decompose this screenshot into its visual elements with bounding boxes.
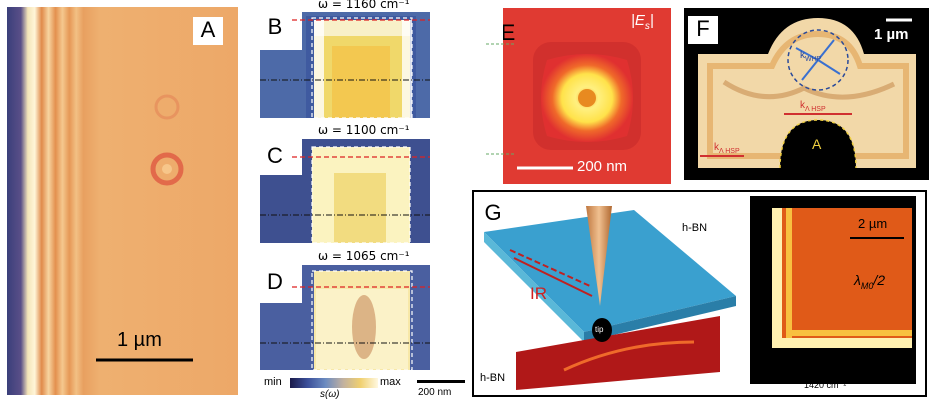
- panel-g-label: G: [478, 200, 508, 228]
- panel-b-omega: ω = 1160 cm⁻¹: [318, 0, 410, 11]
- colorbar-scale-bar: [417, 380, 465, 383]
- panel-c: C: [260, 139, 430, 243]
- panel-e-image: [503, 8, 671, 184]
- panel-g-lambda-sm0-sym: λ: [796, 358, 803, 374]
- panel-f-k-whp-k: k: [800, 50, 805, 61]
- panel-f-k-hsp-center-k: k: [800, 100, 805, 111]
- panel-g-lambda-sm0: λSM0/2: [796, 358, 833, 377]
- panel-d-label: D: [260, 269, 290, 297]
- panel-g-lambda-m0: λM0/2: [854, 272, 885, 291]
- panel-e-field-text: |Es|: [631, 12, 654, 32]
- panel-e-scale-text: 200 nm: [577, 158, 628, 175]
- panel-g-freq: 1420 cm⁻¹: [804, 380, 847, 390]
- panel-f-image: [684, 8, 929, 180]
- panel-e-field-end: |: [649, 12, 654, 29]
- panel-b: B: [260, 12, 430, 118]
- panel-g-lambda-m0-sub: M0: [860, 280, 874, 291]
- panel-g-inset-scale: 2 µm: [858, 216, 888, 231]
- panel-g-lambda-m0-end: /2: [873, 272, 886, 288]
- panel-g: G h-BN IR tip h-BN 2 µm λM0/2 λSM0/2 142…: [472, 190, 927, 397]
- colorbar-max: max: [380, 376, 401, 388]
- panel-g-lambda-m0-sym: λ: [854, 272, 861, 288]
- panel-f-k-whp-sub: WHP: [805, 56, 822, 63]
- panel-f-k-whp: kWHP: [800, 50, 821, 63]
- panel-f-k-hsp-center-sub: Λ HSP: [805, 106, 826, 113]
- panel-a-scale-text: 1 µm: [117, 329, 162, 351]
- panel-f-label: F: [688, 16, 718, 44]
- panel-e-field: |E: [631, 12, 645, 29]
- panel-c-label: C: [260, 143, 290, 171]
- panel-d: D: [260, 265, 430, 370]
- panel-g-image: [484, 196, 916, 390]
- panel-e-field-sub: s: [644, 21, 650, 32]
- panel-a-image: [7, 7, 238, 395]
- colorbar: min max s(ω) 200 nm: [262, 376, 472, 402]
- panel-g-lambda-sm0-sub: SM0: [802, 366, 822, 377]
- panel-d-omega: ω = 1065 cm⁻¹: [318, 249, 410, 263]
- panel-f: F 1 µm kWHP kΛ HSP kΛ HSP A: [684, 8, 929, 180]
- panel-a-label: A: [193, 17, 223, 45]
- panel-f-scale-text: 1 µm: [874, 26, 909, 43]
- panel-b-label: B: [260, 14, 290, 42]
- colorbar-quantity: s(ω): [320, 389, 340, 400]
- colorbar-scale-text: 200 nm: [418, 387, 452, 398]
- panel-g-layer: h-BN: [480, 372, 506, 384]
- panel-f-k-hsp-center: kΛ HSP: [800, 100, 826, 113]
- panel-c-image: [260, 139, 430, 243]
- panel-a: A 1 µm: [7, 7, 238, 395]
- panel-g-tip: tip: [595, 325, 604, 334]
- panel-c-omega: ω = 1100 cm⁻¹: [318, 123, 410, 137]
- panel-f-k-hsp-left: kΛ HSP: [714, 142, 740, 155]
- panel-g-lambda-sm0-end: /2: [821, 358, 834, 374]
- panel-e-guides: [486, 43, 514, 155]
- panel-f-k-hsp-left-k: k: [714, 142, 719, 153]
- panel-g-material: h-BN: [682, 222, 708, 234]
- panel-f-k-hsp-left-sub: Λ HSP: [719, 148, 740, 155]
- colorbar-min: min: [264, 376, 282, 388]
- panel-g-beam: IR: [530, 284, 547, 303]
- panel-e-label: E: [503, 20, 516, 45]
- colorbar-gradient: [290, 378, 378, 388]
- panel-e: E |Es| 200 nm: [503, 8, 671, 184]
- panel-f-region: A: [812, 136, 822, 152]
